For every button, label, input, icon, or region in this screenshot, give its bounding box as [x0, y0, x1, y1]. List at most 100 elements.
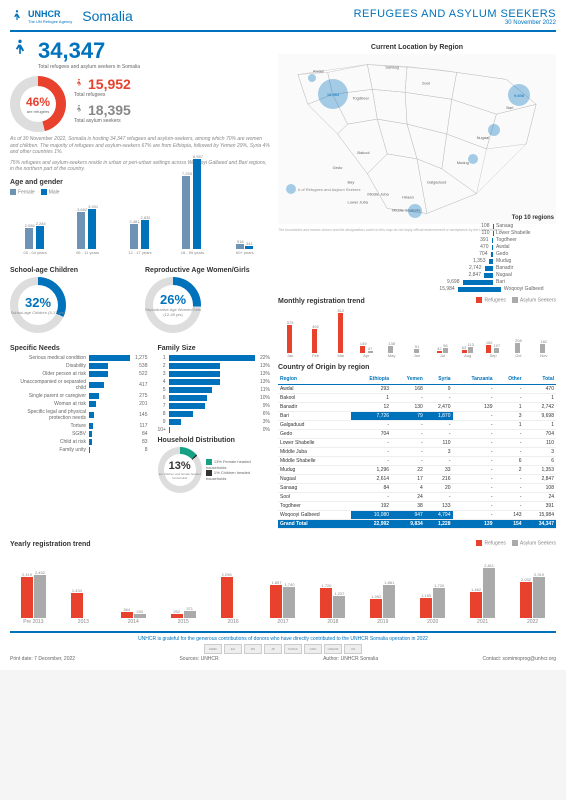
age-bar-group: 3,6623,93105 - 11 years [62, 203, 112, 255]
pct-label: are refugees [26, 109, 50, 114]
header-left: UNHCR The UN Refugee Agency Somalia [10, 8, 133, 24]
monthly-title: Monthly registration trend [278, 298, 365, 305]
map-placeholder: Awdal Sanaag Sool Togdheer Bari Nugaal M… [278, 54, 556, 224]
bubble-bari: 9,698 [508, 84, 530, 106]
needs-row: Unaccompanied or separated child417 [10, 379, 148, 391]
repro-label: Reproductive Age Women/Girls (12-49 yrs) [145, 307, 201, 317]
monthly-leg-a: Asylum Seekers [520, 297, 556, 303]
top10-title: Top 10 regions [434, 215, 554, 221]
svg-text:Gedo: Gedo [333, 165, 344, 170]
total-value: 34,347 [38, 38, 140, 64]
year-group: 1,7201,2372018 [309, 562, 356, 625]
right-column: Current Location by Region Awdal Sanaag … [278, 38, 556, 529]
yearly-leg-r: Refugees [484, 540, 505, 546]
refugee-pct-donut: 46% are refugees [10, 76, 66, 132]
needs-row: SGBV84 [10, 431, 148, 437]
year-group: 1,4622,8112021 [459, 562, 506, 625]
top10-row: 2,742Banadir [434, 265, 554, 271]
age-gender-chart: 2,0862,28400 - 04 years3,6623,93105 - 11… [10, 195, 270, 255]
bubble-mudug [468, 154, 478, 164]
repro-pct: 26% [160, 292, 186, 307]
donor-logo: UNHCR [324, 644, 342, 654]
svg-text:Bari: Bari [506, 105, 513, 110]
yearly-leg-a: Asylum Seekers [520, 540, 556, 546]
month-group: 14947Apr [354, 313, 378, 358]
top10-row: 391Togdheer [434, 237, 554, 243]
top10-row: 110Lower Shabelle [434, 230, 554, 236]
org-subtitle: The UN Refugee Agency [28, 19, 72, 24]
year-group: 1,8571,7402017 [260, 562, 307, 625]
family-title: Family Size [158, 345, 271, 352]
year-group: 2,0322,3192022 [509, 562, 556, 625]
top-row: 34,347 Total refugees and asylum seekers… [10, 38, 556, 529]
bubble-nugaal [488, 124, 500, 136]
family-row: 122% [158, 355, 271, 361]
family-row: 93% [158, 419, 271, 425]
kpi-breakdown: 46% are refugees 15,952 Total refugees [10, 76, 270, 132]
refugees-label: Total refugees [74, 92, 270, 98]
legend-female: Female [18, 189, 35, 195]
bubble-awdal [308, 74, 316, 82]
donor-logos: CERFEUDKJPKOICAUNOUNHCRUS [10, 644, 556, 654]
needs-row: Family unity8 [10, 447, 148, 453]
svg-text:Awdal: Awdal [313, 68, 324, 73]
org-name: UNHCR [28, 9, 61, 19]
refugee-icon [74, 78, 84, 90]
total-label: Total refugees and asylum seekers in Som… [38, 64, 140, 70]
needs-row: Serious medical condition1,275 [10, 355, 148, 361]
header: UNHCR The UN Refugee Agency Somalia REFU… [10, 8, 556, 32]
school-ring: 32%School-age Children (5-17 yrs) [10, 277, 66, 333]
year-group: 2523712015 [160, 562, 207, 625]
kpi-total: 34,347 Total refugees and asylum seekers… [10, 38, 270, 70]
top10-row: 470Awdal [434, 244, 554, 250]
svg-text:Bakool: Bakool [357, 150, 369, 155]
top10-row: 9,698Bari [434, 279, 554, 285]
family-row: 313% [158, 371, 271, 377]
svg-text:Galgaduud: Galgaduud [427, 180, 446, 185]
family-row: 610% [158, 395, 271, 401]
needs-row: Older person at risk522 [10, 371, 148, 377]
coo-table: RegionEthiopiaYemenSyriaTanzaniaOtherTot… [278, 374, 556, 529]
family-row: 511% [158, 387, 271, 393]
unhcr-logo-icon [10, 9, 24, 23]
legend-male: Male [49, 189, 60, 195]
footer: UNHCR is grateful for the generous contr… [10, 631, 556, 662]
logo-block: UNHCR The UN Refugee Agency [28, 9, 72, 24]
repro-title: Reproductive Age Women/Girls [145, 267, 270, 274]
sources: Sources: UNHCR [179, 656, 218, 662]
needs-chart: Serious medical condition1,275 Disability… [10, 355, 148, 453]
family-row: 413% [158, 379, 271, 385]
month-group: 575Jan [278, 313, 302, 358]
top10-row: 108Sanaag [434, 223, 554, 229]
age-bar-group: 51834160+ years [220, 203, 270, 255]
page: UNHCR The UN Refugee Agency Somalia REFU… [0, 0, 566, 670]
repro-ring: 26%Reproductive Age Women/Girls (12-49 y… [145, 277, 201, 333]
map: Awdal Sanaag Sool Togdheer Bari Nugaal M… [278, 54, 556, 224]
year-group: 2,3192,452Pre 2013 [10, 562, 57, 625]
needs-family-row: Specific Needs Serious medical condition… [10, 339, 270, 493]
family-row: 213% [158, 363, 271, 369]
asylum-value: 18,395 [88, 102, 131, 118]
age-bar-group: 7,2538,95718 - 59 years [167, 203, 217, 255]
donor-logo: EU [224, 644, 242, 654]
yearly-title: Yearly registration trend [10, 541, 91, 548]
needs-row: Woman at risk201 [10, 401, 148, 407]
rings-row: School-age Children 32%School-age Childr… [10, 261, 270, 333]
school-title: School-age Children [10, 267, 135, 274]
year-group: 3642502014 [110, 562, 157, 625]
needs-row: Child at risk83 [10, 439, 148, 445]
needs-row: Disability538 [10, 363, 148, 369]
asylum-icon [74, 104, 84, 116]
family-chart: 122%213%313%413%511%610%79%86%93%10+0% [158, 355, 271, 433]
needs-title: Specific Needs [10, 345, 148, 352]
month-group: 162107Sep [481, 313, 505, 358]
needs-row: Specific legal and physical protection n… [10, 409, 148, 421]
donor-logo: UNO [304, 644, 322, 654]
month-group: 4298Jul [430, 313, 454, 358]
family-row: 79% [158, 403, 271, 409]
map-legend: # of Refugees and Asylum Seekers [286, 184, 360, 194]
report-title: REFUGEES AND ASYLUM SEEKERS [354, 8, 556, 20]
top10-row: 704Gedo [434, 251, 554, 257]
bubble-woqooyi: 15,984 [318, 79, 348, 109]
report-date: 30 November 2022 [354, 20, 556, 26]
